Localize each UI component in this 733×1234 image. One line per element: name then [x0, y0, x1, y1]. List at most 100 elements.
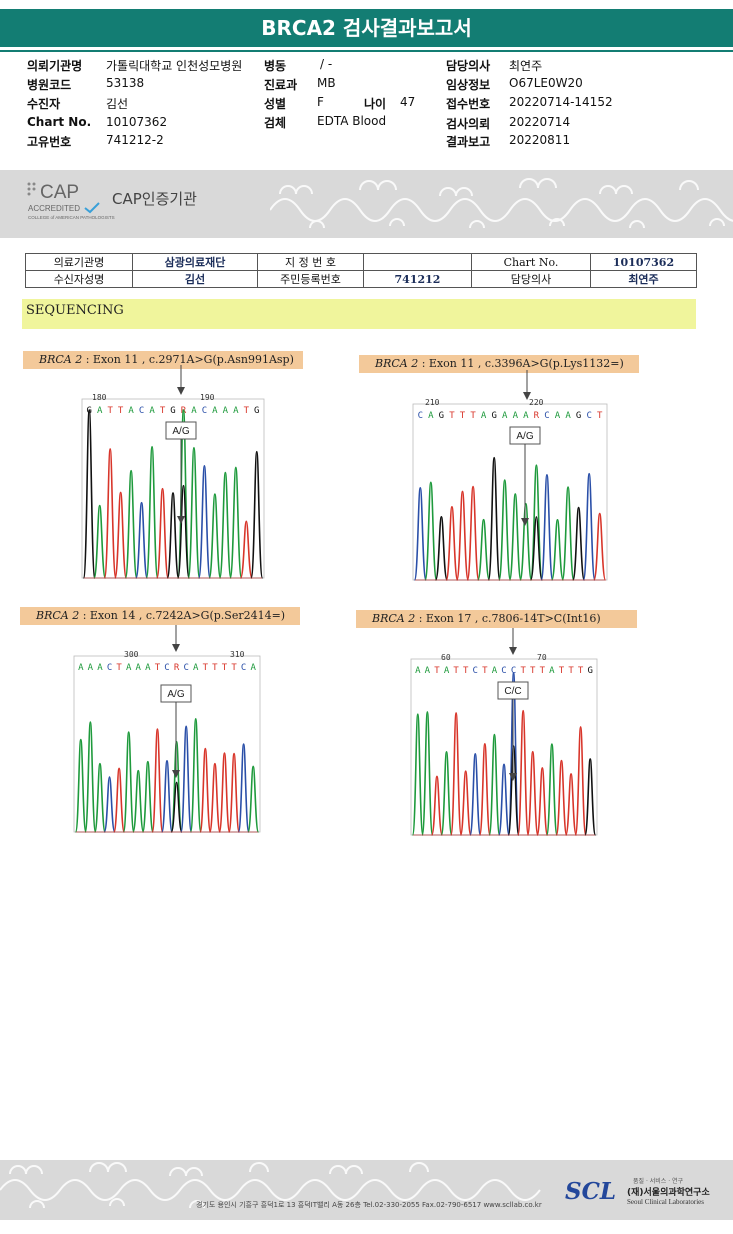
- trace-peak: [424, 481, 438, 581]
- base-call-letter: A: [126, 663, 132, 673]
- base-call-letter: C: [418, 411, 423, 421]
- trace-peak: [122, 731, 135, 833]
- field-age: 나이 47: [364, 95, 415, 112]
- table-row: 수신자성명 김선 주민등록번호 741212 담당의사 최연주: [25, 270, 697, 288]
- trace-peak: [160, 760, 174, 833]
- field-label: 성별: [264, 97, 287, 111]
- variant-call-label: A/G: [172, 426, 189, 437]
- cloud-pattern-decoration: [0, 1162, 541, 1209]
- base-call-letter: T: [520, 666, 526, 676]
- base-call-letter: T: [212, 663, 218, 673]
- trace-peak: [166, 492, 180, 579]
- base-call-letter: T: [463, 666, 469, 676]
- base-call-letter: A: [523, 411, 529, 421]
- base-call-letter: A: [191, 406, 197, 416]
- base-call-letter: A: [444, 666, 450, 676]
- field-value: 53138: [106, 76, 145, 90]
- base-call-letter: A: [549, 666, 555, 676]
- field-value: 김선: [106, 97, 129, 111]
- base-call-letter: C: [139, 406, 144, 416]
- base-call-letter: T: [453, 666, 459, 676]
- base-call-letter: T: [540, 666, 546, 676]
- trace-peak: [572, 506, 586, 581]
- table-row: 의료기관명 삼광의료재단 지 정 번 호 Chart No. 10107362: [25, 253, 697, 271]
- base-call-letter: C: [183, 663, 188, 673]
- base-call-letter: A: [502, 411, 508, 421]
- field-label: 나이: [364, 97, 387, 111]
- arrow-down-icon: [509, 647, 517, 655]
- chromatogram-panel: 60 70A A T A T T C T A C C T T T A T T T GC/C: [410, 628, 598, 836]
- checkmark-icon: [84, 202, 100, 214]
- arrow-down-icon: [172, 770, 180, 778]
- scl-logo: SCL: [565, 1178, 617, 1205]
- base-call-letter: T: [118, 406, 124, 416]
- trace-peak: [208, 762, 221, 833]
- field-patient: 수진자 김선: [27, 95, 128, 112]
- trace-peak: [113, 767, 126, 833]
- cap-accreditation-band: CAP ACCREDITED COLLEGE of AMERICAN PATHO…: [0, 170, 733, 238]
- base-call-letter: C: [586, 411, 591, 421]
- field-institution: 의뢰기관명 가톨릭대학교 인천성모병원: [27, 57, 242, 74]
- field-value: 20220714: [509, 115, 571, 129]
- table-cell: 주민등록번호: [257, 270, 364, 288]
- trace-peak: [564, 773, 578, 836]
- base-call-letter: T: [449, 411, 455, 421]
- field-physician: 담당의사 최연주: [446, 57, 542, 74]
- trace-peak: [545, 743, 558, 836]
- trace-peak: [74, 738, 87, 833]
- trace-peak: [247, 765, 260, 833]
- table-cell: 수신자성명: [25, 270, 133, 288]
- variant-description: : Exon 11 , c.2971A>G(p.Asn991Asp): [85, 353, 294, 366]
- arrow-down-icon: [523, 392, 531, 400]
- field-label: 담당의사: [446, 59, 491, 73]
- trace-peak: [529, 464, 543, 581]
- base-call-letter: C: [473, 666, 478, 676]
- field-label: 결과보고: [446, 135, 491, 149]
- base-call-letter: A: [481, 411, 487, 421]
- base-call-letter: C: [107, 663, 112, 673]
- field-label: Chart No.: [27, 115, 92, 129]
- base-call-letter: A: [513, 411, 519, 421]
- base-call-letter: T: [482, 666, 488, 676]
- base-call-letter: T: [231, 663, 237, 673]
- table-cell: 지 정 번 호: [257, 253, 364, 271]
- cap-college-text: COLLEGE of AMERICAN PATHOLOGISTS: [28, 215, 115, 220]
- base-call-letter: T: [460, 411, 466, 421]
- arrow-down-icon: [521, 518, 529, 526]
- trace-peak: [540, 473, 554, 581]
- trace-peak: [229, 466, 243, 579]
- trace-peak: [239, 520, 253, 579]
- field-value: 최연주: [509, 59, 543, 73]
- trace-peak: [517, 709, 530, 836]
- table-cell: Chart No.: [471, 253, 591, 271]
- trace-peak: [477, 518, 491, 581]
- base-call-letter: G: [491, 411, 496, 421]
- footer: 경기도 용인시 기흥구 흥덕1로 13 흥덕IT밸리 A동 26층 Tel.02…: [0, 1160, 733, 1220]
- arrow-down-icon: [509, 773, 517, 781]
- field-value: 741212-2: [106, 133, 164, 147]
- base-call-letter: G: [254, 406, 259, 416]
- base-call-letter: G: [439, 411, 444, 421]
- field-clinical-info: 임상정보 O67LE0W20: [446, 76, 583, 93]
- variant-label-2: BRCA 2 : Exon 11 , c.3396A>G(p.Lys1132=): [359, 355, 639, 373]
- base-call-letter: R: [174, 663, 180, 673]
- trace-peak: [434, 516, 448, 581]
- field-label: 진료과: [264, 78, 298, 92]
- base-call-letter: T: [116, 663, 122, 673]
- field-unique-no: 고유번호 741212-2: [27, 133, 164, 150]
- trace-peak: [529, 516, 543, 581]
- trace-peak: [526, 750, 539, 836]
- base-call-letter: T: [244, 406, 250, 416]
- gene-name: BRCA 2: [36, 609, 80, 622]
- field-value: / -: [320, 57, 333, 71]
- base-call-letter: A: [223, 406, 229, 416]
- trace-peak: [170, 781, 183, 833]
- base-call-letter: A: [250, 663, 256, 673]
- trace-peak: [455, 490, 470, 581]
- trace-peak: [497, 763, 511, 836]
- trace-peak: [82, 409, 96, 579]
- scl-name-korean: (재)서울의과학연구소: [627, 1188, 710, 1198]
- field-value: 20220811: [509, 133, 571, 147]
- trace-peak: [593, 512, 607, 581]
